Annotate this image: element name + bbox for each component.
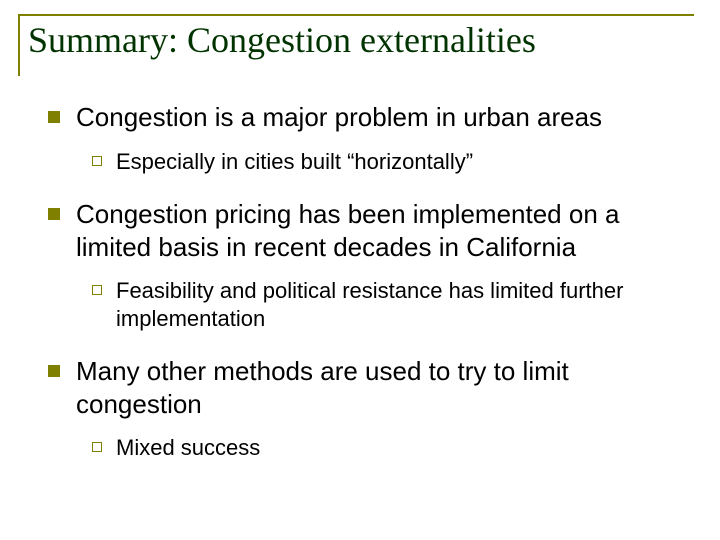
bullet-l2-wrap: Especially in cities built “horizontally… [92,148,680,176]
square-bullet-icon [48,365,60,377]
hollow-square-bullet-icon [92,156,102,166]
bullet-l1-row: Congestion is a major problem in urban a… [48,101,680,134]
hollow-square-bullet-icon [92,442,102,452]
square-bullet-icon [48,208,60,220]
bullet-l1: Congestion pricing has been implemented … [48,198,680,333]
title-rule [18,14,694,76]
bullet-l2-text: Feasibility and political resistance has… [116,277,680,333]
hollow-square-bullet-icon [92,285,102,295]
bullet-l1-text: Congestion is a major problem in urban a… [76,101,602,134]
bullet-l2-text: Mixed success [116,434,260,462]
bullet-l2-text: Especially in cities built “horizontally… [116,148,473,176]
bullet-l1-row: Congestion pricing has been implemented … [48,198,680,263]
square-bullet-icon [48,111,60,123]
bullet-l1: Congestion is a major problem in urban a… [48,101,680,176]
bullet-l1: Many other methods are used to try to li… [48,355,680,462]
bullet-l1-text: Many other methods are used to try to li… [76,355,680,420]
bullet-l2-row: Feasibility and political resistance has… [92,277,680,333]
title-region: Summary: Congestion externalities [28,20,692,61]
bullet-l2-row: Mixed success [92,434,680,462]
bullet-l2-wrap: Feasibility and political resistance has… [92,277,680,333]
bullet-l1-text: Congestion pricing has been implemented … [76,198,680,263]
bullet-l2-wrap: Mixed success [92,434,680,462]
bullet-l2-row: Especially in cities built “horizontally… [92,148,680,176]
bullet-l1-row: Many other methods are used to try to li… [48,355,680,420]
slide-content: Congestion is a major problem in urban a… [28,101,692,462]
